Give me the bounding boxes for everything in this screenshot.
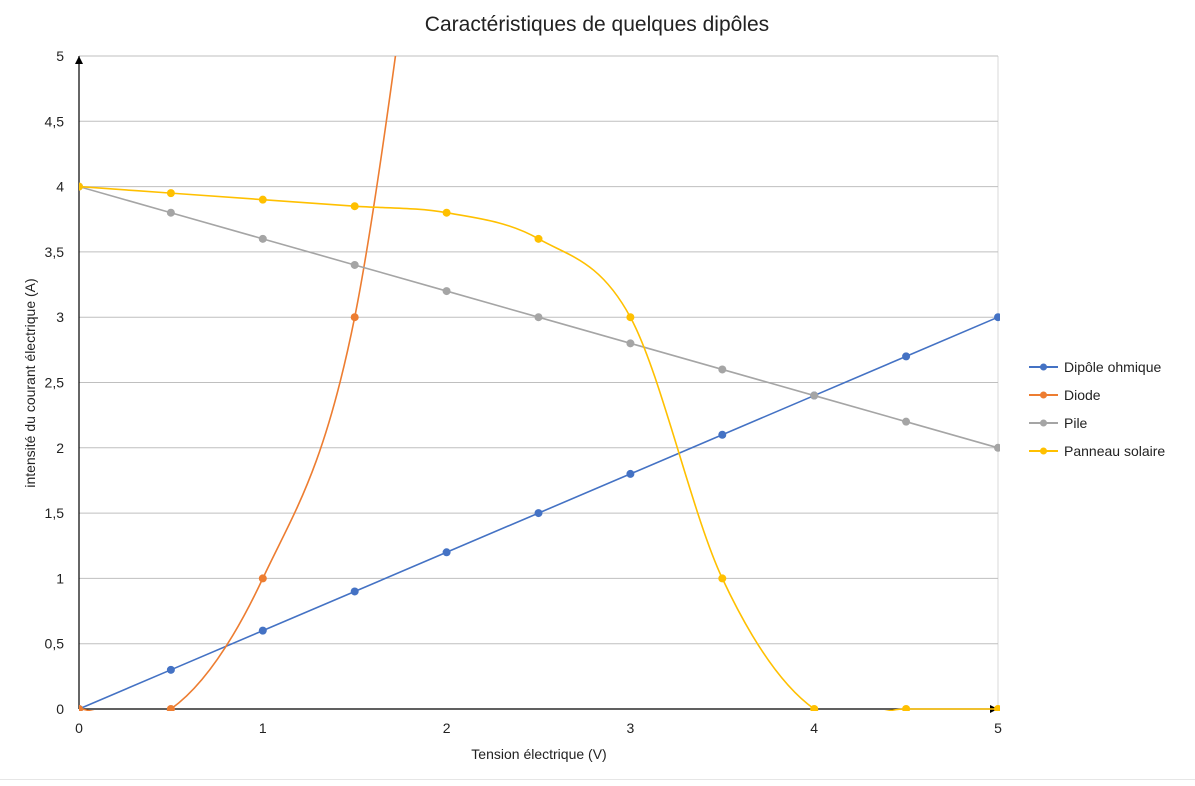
series-panneau-solaire	[79, 182, 1000, 711]
legend-label: Dipôle ohmique	[1064, 359, 1161, 375]
data-point-panneau-solaire	[626, 313, 635, 322]
data-point-pile	[166, 208, 175, 217]
legend-label: Panneau solaire	[1064, 443, 1165, 459]
data-point-dipole-ohmique	[442, 548, 451, 557]
legend-item-pile: Pile	[1029, 415, 1088, 431]
data-point-pile	[442, 287, 451, 296]
legend-item-dipole-ohmique: Dipôle ohmique	[1029, 359, 1161, 375]
data-point-dipole-ohmique	[534, 509, 543, 518]
series-line-diode	[79, 56, 397, 711]
data-point-panneau-solaire	[810, 705, 819, 711]
series-pile	[79, 182, 1000, 452]
gridlines	[79, 55, 998, 645]
data-point-diode	[350, 313, 359, 322]
axes	[75, 56, 998, 713]
y-tick-label: 1	[56, 570, 64, 586]
data-point-pile	[902, 417, 911, 426]
x-axis-title: Tension électrique (V)	[471, 746, 606, 762]
data-point-diode	[166, 705, 175, 711]
legend: Dipôle ohmique Diode Pile Panneau solaire	[1029, 359, 1165, 459]
data-point-panneau-solaire	[350, 202, 359, 211]
series-line-panneau-solaire	[79, 185, 998, 711]
x-tick-label: 1	[259, 720, 267, 736]
data-point-pile	[626, 339, 635, 348]
data-point-dipole-ohmique	[350, 587, 359, 596]
data-point-dipole-ohmique	[902, 352, 911, 361]
legend-marker-swatch	[1040, 419, 1047, 427]
data-point-panneau-solaire	[902, 705, 911, 711]
data-point-panneau-solaire	[994, 705, 1000, 711]
data-point-dipole-ohmique	[718, 430, 727, 439]
y-axis-title: intensité du courant électrique (A)	[22, 278, 38, 487]
x-tick-label: 3	[627, 720, 635, 736]
data-point-dipole-ohmique	[994, 313, 1000, 322]
y-tick-label: 0	[56, 701, 64, 717]
legend-label: Diode	[1064, 387, 1101, 403]
data-point-pile	[534, 313, 543, 322]
bottom-divider	[0, 779, 1195, 780]
data-point-panneau-solaire	[442, 208, 451, 217]
x-tick-label: 5	[994, 720, 1002, 736]
x-tick-label: 4	[810, 720, 818, 736]
data-point-pile	[350, 260, 359, 269]
data-point-diode	[79, 705, 83, 711]
x-tick-label: 0	[75, 720, 83, 736]
y-tick-labels: 0 0,5 1 1,5 2 2,5 3 3,5 4 4,5 5	[45, 48, 65, 717]
data-point-pile	[994, 443, 1000, 452]
series-layer	[79, 56, 1000, 711]
data-point-dipole-ohmique	[166, 665, 175, 674]
y-tick-label: 2	[56, 440, 64, 456]
legend-marker-swatch	[1040, 363, 1047, 371]
data-point-panneau-solaire	[534, 234, 543, 243]
legend-item-panneau-solaire: Panneau solaire	[1029, 443, 1165, 459]
data-point-pile	[258, 234, 267, 243]
y-tick-label: 0,5	[45, 636, 65, 652]
data-point-pile	[718, 365, 727, 374]
legend-marker-swatch	[1040, 447, 1047, 455]
y-axis-arrow-icon	[75, 56, 83, 64]
data-point-dipole-ohmique	[626, 469, 635, 478]
data-point-panneau-solaire	[258, 195, 267, 204]
y-tick-label: 3,5	[45, 244, 65, 260]
data-point-pile	[810, 391, 819, 400]
y-tick-label: 2,5	[45, 375, 65, 391]
legend-label: Pile	[1064, 415, 1088, 431]
y-tick-label: 4,5	[45, 113, 65, 129]
x-tick-labels: 0 1 2 3 4 5	[75, 720, 1002, 736]
data-point-panneau-solaire	[166, 189, 175, 198]
series-diode	[79, 56, 397, 711]
data-point-panneau-solaire	[79, 182, 83, 191]
y-tick-label: 3	[56, 309, 64, 325]
legend-item-diode: Diode	[1029, 387, 1101, 403]
x-tick-label: 2	[443, 720, 451, 736]
legend-marker-swatch	[1040, 391, 1047, 399]
y-tick-label: 1,5	[45, 505, 65, 521]
data-point-dipole-ohmique	[258, 626, 267, 635]
data-point-panneau-solaire	[718, 574, 727, 583]
y-tick-label: 5	[56, 48, 64, 64]
chart-title: Caractéristiques de quelques dipôles	[425, 13, 769, 36]
y-tick-label: 4	[56, 179, 64, 195]
data-point-diode	[258, 574, 267, 583]
